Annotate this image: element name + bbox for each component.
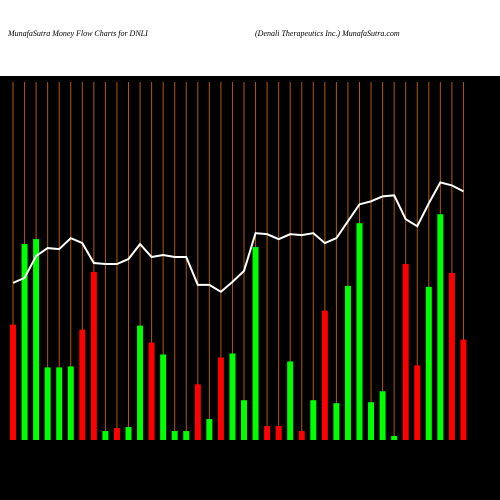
bar [287, 361, 294, 440]
bar [333, 403, 340, 440]
bar [67, 366, 74, 440]
bar [414, 365, 421, 440]
bar [425, 286, 432, 440]
plot-background [0, 76, 500, 500]
bar [217, 357, 224, 440]
bar [275, 426, 282, 440]
bar [171, 431, 178, 440]
bar [102, 431, 109, 440]
bar [44, 367, 51, 440]
chart-title: MunafaSutra Money Flow Charts for DNLI [7, 29, 148, 38]
bar [448, 272, 455, 440]
bar [79, 329, 86, 440]
bar [229, 353, 236, 440]
bar [160, 354, 167, 440]
bar [460, 339, 467, 440]
bar [252, 247, 259, 440]
bar [241, 400, 247, 440]
bar [33, 239, 40, 440]
chart-subtitle: (Denali Therapeutics Inc.) MunafaSutra.c… [255, 29, 400, 38]
money-flow-line [12, 181, 464, 294]
bar [56, 367, 63, 440]
bar [344, 285, 351, 440]
bar [10, 324, 16, 440]
bar [264, 426, 271, 440]
bar [298, 431, 305, 440]
bar [321, 310, 328, 440]
bar [379, 391, 386, 440]
bar [183, 431, 190, 440]
bar [90, 271, 97, 440]
bar [356, 223, 363, 440]
bar [368, 402, 375, 440]
bar [206, 419, 213, 440]
bar [310, 400, 317, 440]
bar [125, 427, 132, 440]
bar [21, 244, 28, 440]
bar [194, 384, 201, 440]
bar [113, 428, 120, 440]
bar [402, 263, 409, 440]
bar [137, 325, 144, 440]
bar [391, 436, 398, 440]
bar [437, 214, 444, 440]
bar [148, 342, 155, 440]
